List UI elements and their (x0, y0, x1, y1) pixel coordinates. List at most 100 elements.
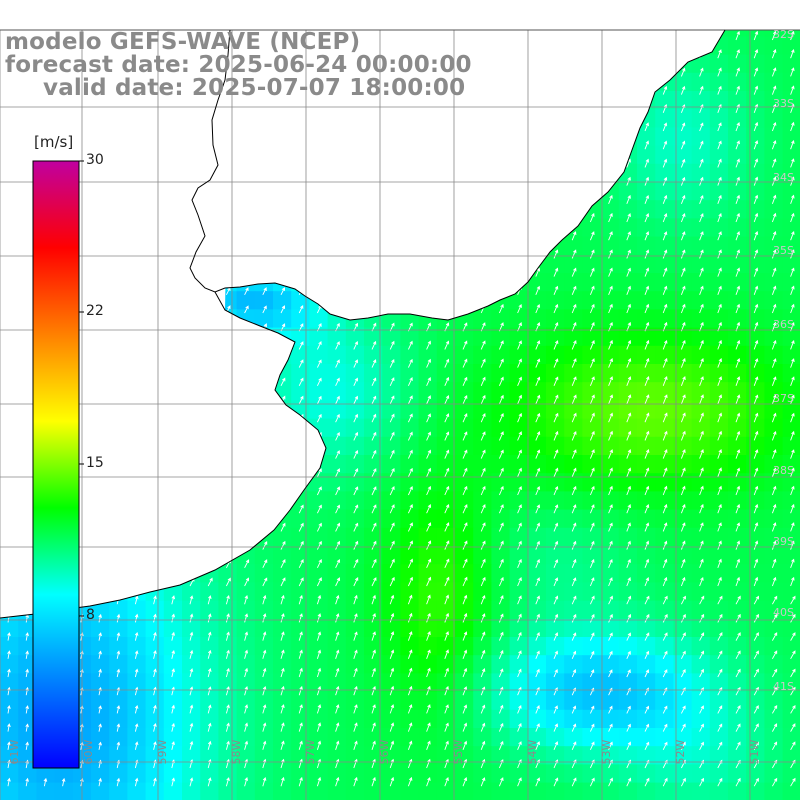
wind-speed-cell (764, 782, 784, 800)
wind-arrow (771, 540, 777, 550)
wind-speed-cell (327, 418, 347, 438)
wind-speed-cell (728, 72, 747, 92)
wind-speed-cell (54, 782, 74, 800)
wind-speed-cell (254, 673, 274, 693)
wind-speed-cell (473, 455, 492, 474)
wind-speed-cell (455, 655, 474, 674)
wind-speed-cell (418, 728, 438, 747)
wind-speed-cell (691, 382, 711, 401)
wind-speed-cell (382, 527, 401, 547)
wind-arrow (717, 668, 723, 678)
wind-speed-cell (728, 182, 747, 201)
wind-speed-cell (673, 309, 693, 329)
wind-speed-cell (91, 691, 110, 711)
wind-speed-cell (418, 655, 438, 674)
wind-speed-cell (473, 382, 492, 401)
wind-speed-cell (764, 345, 784, 365)
wind-arrow (771, 249, 777, 259)
wind-arrow (608, 449, 613, 459)
wind-arrow (462, 740, 468, 750)
wind-arrow (717, 212, 722, 223)
wind-arrow (771, 194, 777, 204)
wind-speed-cell (345, 509, 365, 529)
wind-arrow (371, 740, 376, 750)
wind-speed-cell (546, 436, 565, 456)
wind-arrow (662, 705, 668, 714)
wind-speed-cell (782, 455, 800, 474)
wind-arrow (298, 649, 303, 659)
wind-arrow (535, 577, 540, 587)
wind-arrow (407, 413, 413, 423)
wind-arrow (353, 522, 359, 532)
wind-arrow (371, 558, 377, 568)
wind-speed-cell (709, 746, 729, 765)
wind-arrow (717, 485, 722, 496)
wind-arrow (244, 649, 249, 659)
wind-speed-cell (673, 72, 693, 92)
wind-speed-cell (618, 345, 638, 365)
wind-arrow (280, 704, 285, 714)
wind-arrow (608, 540, 613, 550)
wind-arrow (717, 522, 722, 532)
wind-speed-cell (782, 382, 800, 401)
wind-arrow (626, 285, 631, 295)
wind-speed-cell (655, 218, 674, 238)
wind-speed-cell (764, 218, 784, 238)
wind-speed-cell (309, 382, 329, 401)
wind-speed-cell (746, 109, 765, 128)
wind-arrow (680, 613, 686, 623)
wind-arrow (644, 194, 650, 204)
wind-speed-cell (509, 491, 529, 511)
wind-speed-cell (236, 728, 256, 747)
wind-arrow (335, 341, 340, 350)
wind-arrow (753, 358, 759, 368)
wind-speed-cell (527, 782, 547, 800)
wind-speed-cell (764, 436, 784, 456)
wind-speed-cell (273, 782, 292, 800)
wind-speed-cell (418, 327, 438, 347)
wind-speed-cell (254, 600, 274, 620)
wind-arrow (298, 577, 304, 587)
wind-speed-cell (728, 109, 747, 128)
wind-speed-cell (618, 746, 638, 765)
wind-arrow (699, 485, 704, 496)
wind-arrow (262, 667, 267, 678)
wind-arrow (735, 212, 740, 223)
wind-speed-cell (582, 400, 602, 420)
wind-arrow (353, 413, 359, 423)
wind-speed-cell (582, 746, 602, 765)
wind-speed-cell (218, 728, 238, 747)
wind-speed-cell (527, 673, 547, 693)
wind-speed-cell (600, 691, 620, 711)
wind-speed-cell (491, 491, 511, 511)
wind-speed-cell (109, 600, 128, 620)
wind-speed-cell (637, 564, 656, 583)
wind-speed-cell (655, 309, 674, 329)
wind-arrow (589, 449, 595, 459)
wind-speed-cell (455, 418, 474, 438)
wind-speed-cell (309, 564, 329, 583)
wind-arrow (608, 595, 613, 605)
wind-arrow (407, 431, 413, 441)
wind-speed-cell (782, 254, 800, 274)
wind-arrow (407, 358, 413, 368)
wind-speed-cell (91, 728, 110, 747)
wind-speed-cell (655, 600, 674, 620)
wind-speed-cell (254, 582, 274, 602)
wind-arrow (262, 776, 267, 787)
wind-arrow (699, 285, 704, 295)
wind-speed-cell (327, 491, 347, 511)
wind-speed-cell (364, 564, 383, 583)
wind-arrow (553, 650, 558, 659)
wind-arrow (389, 722, 395, 732)
wind-arrow (662, 467, 668, 477)
wind-speed-cell (18, 728, 37, 747)
wind-speed-cell (163, 782, 183, 800)
wind-arrow (771, 49, 777, 59)
wind-arrow (680, 741, 686, 751)
wind-speed-cell (509, 400, 529, 420)
wind-arrow (771, 103, 777, 113)
wind-arrow (462, 576, 468, 587)
wind-speed-cell (618, 728, 638, 747)
wind-arrow (644, 267, 650, 277)
